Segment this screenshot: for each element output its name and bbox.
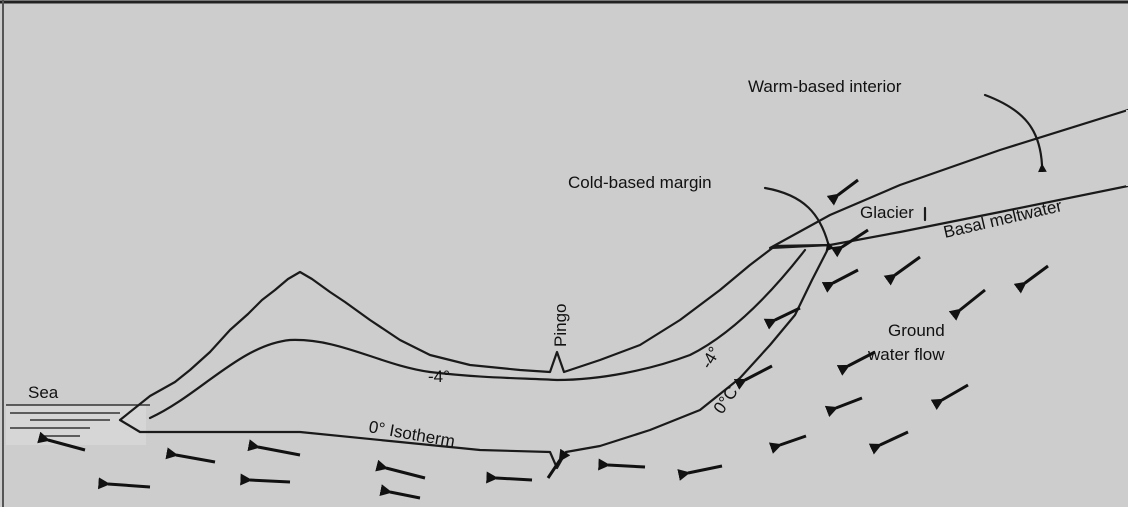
label-water-flow: water flow xyxy=(867,345,945,364)
label-glacier: Glacier xyxy=(860,203,914,222)
sea xyxy=(6,404,150,445)
label-sea: Sea xyxy=(28,383,59,402)
label-warm-based: Warm-based interior xyxy=(748,77,902,96)
label-ground: Ground xyxy=(888,321,945,340)
label-cold-based: Cold-based margin xyxy=(568,173,712,192)
groundwater-arrows xyxy=(37,178,1049,500)
label-minus-four-left: -4° xyxy=(428,367,450,386)
pointer-cold xyxy=(763,186,835,251)
minus-four-isotherm xyxy=(148,248,807,420)
label-pingo: Pingo xyxy=(551,304,570,347)
glacier xyxy=(768,108,1128,250)
pointer-warm xyxy=(983,93,1047,173)
